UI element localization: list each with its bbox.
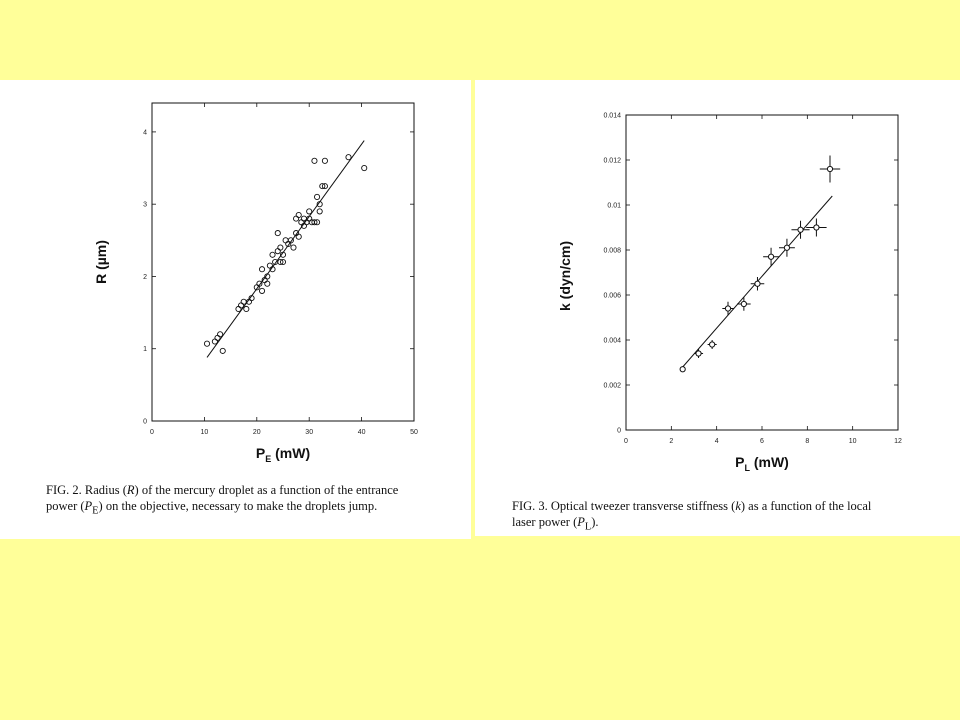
x-axis-label: PL (mW) [735, 454, 789, 473]
y-tick-label: 0 [143, 419, 147, 426]
data-point [316, 201, 323, 208]
x-tick-label: 6 [760, 438, 764, 445]
data-point [293, 215, 300, 222]
data-point [724, 305, 732, 312]
data-point [277, 244, 284, 251]
data-point [258, 287, 266, 294]
data-point [256, 280, 263, 287]
data-point [797, 226, 804, 233]
data-point [211, 338, 218, 345]
data-point [754, 280, 761, 287]
data-point [266, 262, 273, 269]
data-point [274, 248, 281, 255]
data-point [287, 237, 294, 244]
x-tick-label: 4 [715, 438, 719, 445]
y-tick-label: 0.006 [603, 293, 621, 300]
figure-3-panel: 0 2 4 6 8 10 12 0 0.002 0.004 0.006 0.008 0.01 0.012 0… [475, 80, 960, 536]
data-point [235, 305, 242, 313]
data-point [314, 193, 321, 201]
y-tick-label: 0.014 [603, 113, 621, 120]
data-point [319, 183, 326, 190]
x-tick-label: 0 [150, 429, 154, 436]
data-point [709, 341, 716, 348]
y-axis-label: R (µm) [93, 240, 109, 284]
data-point [238, 302, 245, 309]
data-point [219, 347, 226, 354]
y-tick-label: 0.008 [603, 248, 621, 255]
data-point [279, 251, 287, 258]
x-tick-label: 12 [894, 438, 902, 445]
data-point [274, 230, 281, 237]
x-tick-label: 30 [305, 429, 313, 436]
data-point [295, 233, 302, 240]
data-point [248, 295, 255, 302]
data-point [321, 183, 328, 190]
data-point [240, 298, 247, 305]
figure-3-chart: 0 2 4 6 8 10 12 0 0.002 0.004 0.006 0.008 0.01 0.012 0… [557, 113, 902, 474]
data-point [311, 157, 318, 164]
y-tick-label: 0.002 [603, 383, 621, 390]
figure-2-panel: 0 10 20 30 40 50 0 1 2 3 4 R (µm) PE (mW) FIG. 2. … [0, 80, 471, 539]
figure-2-chart: 0 10 20 30 40 50 0 1 2 3 4 R (µm) PE (mW) [93, 102, 418, 464]
x-tick-label: 40 [358, 429, 366, 436]
data-point [269, 251, 276, 258]
data-point [314, 219, 321, 226]
data-point [203, 340, 211, 347]
data-point [311, 219, 318, 226]
data-point [264, 280, 271, 287]
data-point [679, 366, 686, 373]
data-point [214, 334, 221, 341]
data-point [361, 164, 368, 172]
fit-line [206, 140, 365, 358]
data-point [290, 244, 297, 251]
data-point [695, 350, 702, 357]
data-point [295, 211, 302, 219]
data-point [740, 300, 747, 308]
data-point [767, 253, 775, 260]
data-point [279, 258, 287, 266]
data-point [243, 305, 250, 313]
data-point [783, 244, 791, 251]
data-point [277, 258, 284, 266]
y-tick-label: 0 [617, 428, 621, 435]
y-tick-label: 0.004 [603, 338, 621, 345]
data-point [298, 219, 305, 226]
data-point [269, 266, 276, 273]
y-tick-label: 0.01 [607, 203, 621, 210]
y-tick-label: 1 [143, 346, 147, 353]
y-tick-label: 0.012 [603, 158, 621, 165]
figure-2-caption: FIG. 2. Radius (R) of the mercury drople… [46, 483, 399, 517]
data-point [306, 208, 313, 215]
x-tick-label: 10 [849, 438, 857, 445]
data-point [282, 237, 289, 244]
data-point [217, 331, 224, 338]
y-tick-label: 4 [143, 129, 147, 136]
data-point [264, 273, 271, 280]
x-tick-label: 0 [624, 438, 628, 445]
data-point [300, 215, 308, 222]
plot-frame [151, 102, 415, 422]
figure-3-caption: FIG. 3. Optical tweezer transverse stiff… [512, 499, 872, 533]
data-point [321, 157, 328, 164]
x-tick-label: 2 [669, 438, 673, 445]
data-point [258, 266, 266, 273]
x-tick-label: 8 [805, 438, 809, 445]
y-axis-label: k (dyn/cm) [557, 241, 573, 311]
data-point [316, 208, 323, 215]
data-point [813, 224, 820, 231]
x-tick-label: 10 [201, 429, 209, 436]
y-tick-label: 2 [143, 274, 147, 281]
x-tick-label: 20 [253, 429, 261, 436]
data-point [826, 165, 834, 173]
data-point [345, 154, 352, 161]
y-tick-label: 3 [143, 202, 147, 209]
x-tick-label: 50 [410, 429, 418, 436]
x-axis-label: PE (mW) [256, 445, 310, 464]
plot-frame [625, 114, 899, 431]
